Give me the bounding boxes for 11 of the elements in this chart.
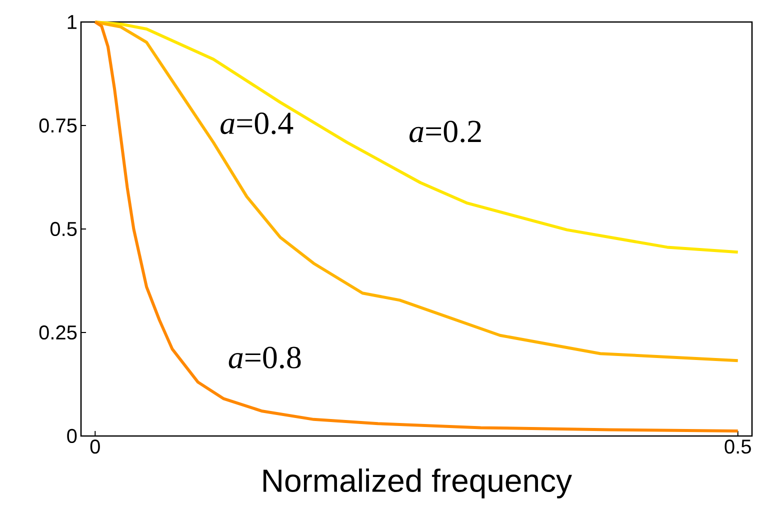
x-axis-title: Normalized frequency xyxy=(264,468,572,498)
series-label: a=0.8 xyxy=(228,346,301,369)
series-label: a=0.4 xyxy=(220,112,294,134)
y-tick-label: 0.5 xyxy=(50,222,77,236)
y-tick-label: 0.25 xyxy=(39,325,77,340)
line-series xyxy=(94,20,740,254)
y-tick-label: 0 xyxy=(67,428,77,444)
line-series xyxy=(94,20,740,433)
series-label: a=0.2 xyxy=(410,120,481,142)
y-tick-label: 0.75 xyxy=(39,118,77,133)
y-tick-label: 1 xyxy=(68,15,76,29)
